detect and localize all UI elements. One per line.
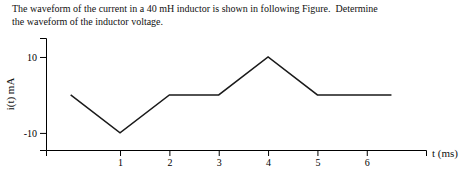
marks [71, 57, 392, 133]
chart: The waveform of the current in a 40 mH i… [0, 0, 474, 172]
x-tick-label: 4 [266, 157, 271, 168]
x-tick: 6 [365, 150, 370, 168]
y-axis-label: i(t) mA [4, 78, 17, 111]
x-tick: 1 [118, 150, 123, 168]
x-tick-mark [367, 150, 368, 156]
y-tick-label: -10 [24, 128, 37, 139]
x-tick-mark [120, 150, 121, 156]
x-axis: 1 2 3 4 5 6 [47, 150, 427, 168]
x-axis-label: t (ms) [432, 147, 458, 160]
y-tick: 10 [27, 52, 46, 63]
title: The waveform of the current in a 40 mH i… [12, 3, 378, 14]
x-tick: 4 [266, 150, 271, 168]
y-tick-mark [40, 133, 46, 134]
x-tick: 2 [167, 150, 172, 168]
plot: 1 2 3 4 5 6 -10 10 t (ms) i(t) mA [4, 39, 458, 169]
x-tick-mark [268, 150, 269, 156]
subtitle: the waveform of the inductor voltage. [12, 16, 163, 27]
y-tick: -10 [24, 128, 46, 139]
x-tick-label: 3 [217, 157, 222, 168]
x-tick: 3 [217, 150, 222, 168]
x-axis-line [47, 151, 427, 157]
y-axis-line [40, 39, 47, 151]
x-tick-label: 6 [365, 157, 370, 168]
y-axis: -10 10 [24, 39, 47, 151]
x-tick-mark [219, 150, 220, 156]
x-tick-label: 2 [167, 157, 172, 168]
x-tick-label: 5 [315, 157, 320, 168]
x-tick-mark [169, 150, 170, 156]
x-tick-label: 1 [118, 157, 123, 168]
x-tick: 5 [315, 150, 320, 168]
y-tick-mark [40, 57, 46, 58]
waveform-line [71, 57, 392, 133]
x-tick-mark [317, 150, 318, 156]
y-tick-label: 10 [27, 52, 37, 63]
